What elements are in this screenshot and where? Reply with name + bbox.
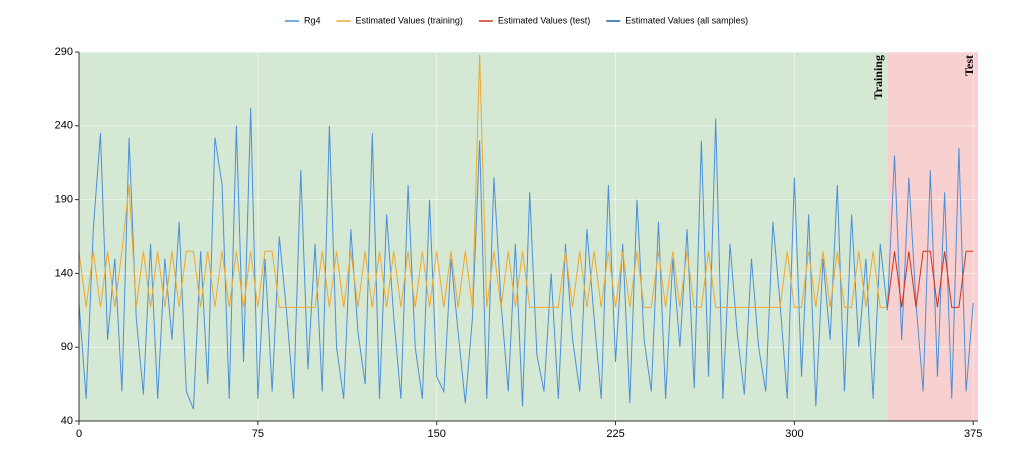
legend-label: Rg4 — [304, 15, 321, 25]
legend-label: Estimated Values (all samples) — [625, 15, 748, 25]
y-tick-label: 240 — [55, 120, 73, 132]
legend-label: Estimated Values (training) — [356, 15, 463, 25]
region — [79, 52, 888, 421]
y-tick-label: 190 — [55, 194, 73, 206]
legend: Rg4 Estimated Values (training) Estimated … — [285, 15, 748, 25]
x-tick-label: 375 — [964, 428, 982, 440]
series-line — [78, 54, 888, 308]
series-line — [78, 108, 974, 410]
region-label: Training — [871, 55, 885, 99]
region-label: Test — [962, 55, 976, 76]
x-tick-label: 225 — [606, 428, 624, 440]
x-tick-label: 150 — [428, 428, 446, 440]
x-tick-label: 300 — [785, 428, 803, 440]
legend-label: Estimated Values (test) — [498, 15, 590, 25]
y-tick-label: 40 — [61, 415, 73, 427]
y-tick-label: 140 — [55, 267, 73, 279]
y-tick-label: 90 — [61, 341, 73, 353]
x-tick-label: 75 — [252, 428, 264, 440]
series-line — [886, 250, 974, 308]
y-tick-label: 290 — [55, 46, 73, 58]
x-tick-label: 0 — [76, 428, 82, 440]
